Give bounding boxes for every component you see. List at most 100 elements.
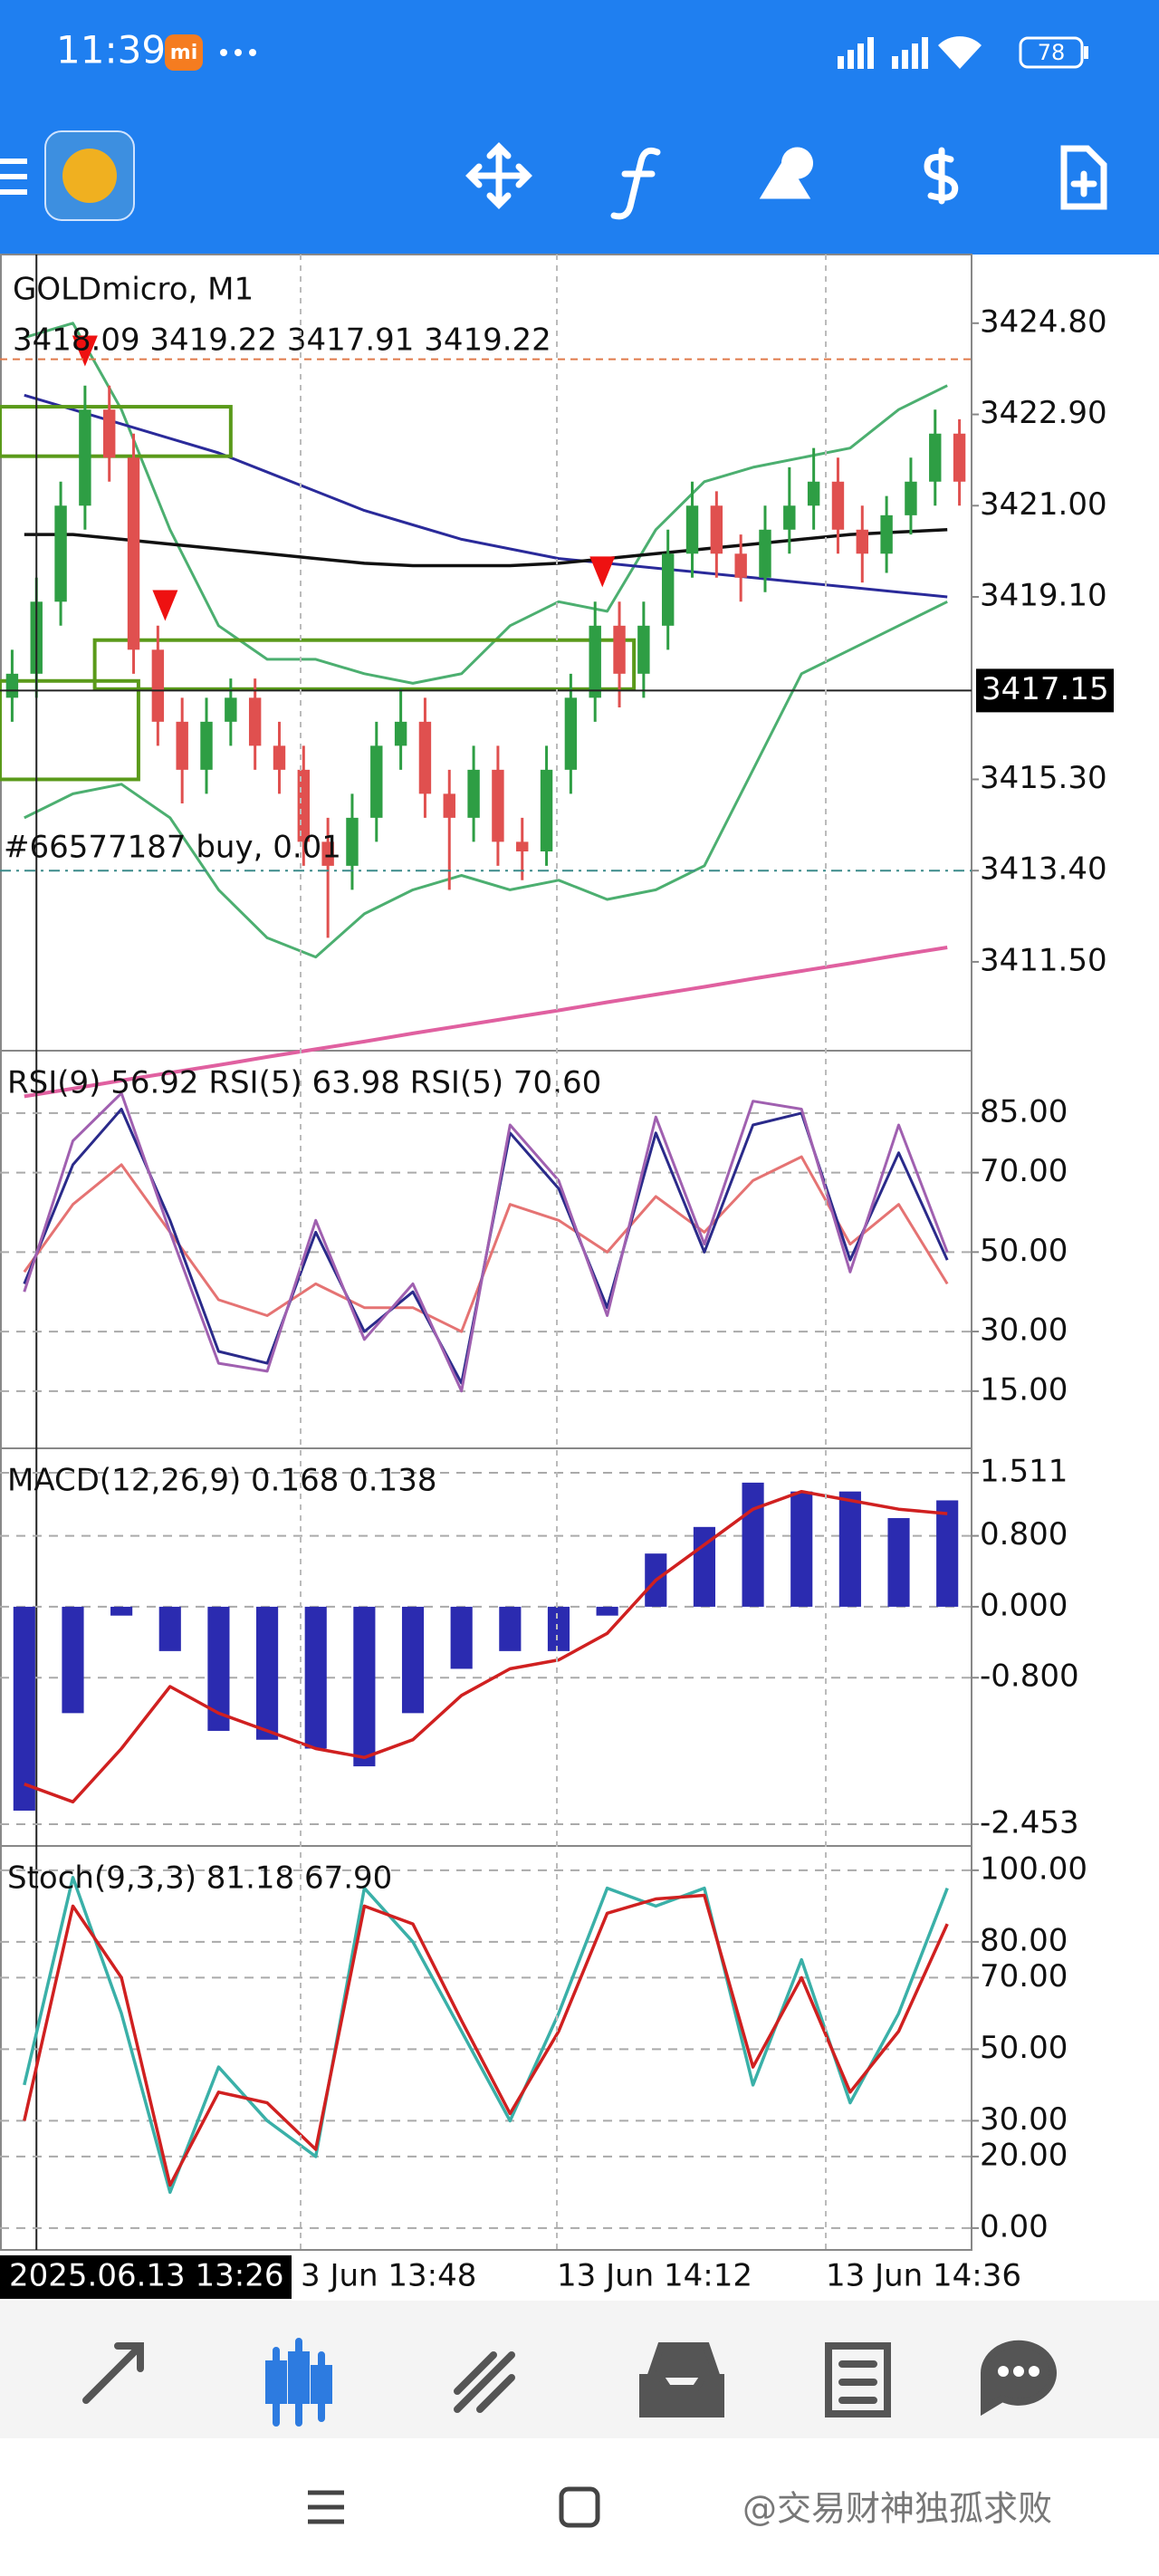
y-tick-label: 30.00 (980, 2101, 1068, 2138)
candle-body (225, 697, 237, 722)
candle-body (759, 529, 771, 578)
y-tick-label: 30.00 (980, 1312, 1068, 1349)
candle-body (176, 721, 188, 770)
candle-body (321, 841, 334, 866)
indicator-line (24, 393, 948, 599)
candle-body (540, 769, 553, 851)
candle-body (346, 817, 359, 866)
y-tick-label: 80.00 (980, 1922, 1068, 1958)
candle-body (905, 481, 917, 515)
candle-body (5, 673, 19, 698)
y-tick-label: 3424.80 (980, 303, 1107, 340)
y-tick-label: 3413.40 (980, 851, 1107, 888)
y-tick-label: 70.00 (980, 1958, 1068, 1994)
y-tick-label: 0.800 (980, 1516, 1068, 1552)
y-tick-label: 0.00 (980, 2208, 1049, 2244)
macd-bar (62, 1606, 84, 1714)
y-tick-label: 0.000 (980, 1587, 1068, 1623)
sys-home[interactable] (559, 2486, 600, 2528)
zone-box (92, 638, 637, 691)
logo-coin (62, 149, 117, 203)
indicator-tool[interactable] (610, 147, 661, 220)
trade-tool[interactable] (924, 147, 959, 205)
y-tick-label: -0.800 (980, 1658, 1079, 1695)
battery (1019, 36, 1084, 69)
macd-bar (742, 1482, 764, 1607)
menu-button[interactable] (0, 159, 27, 195)
nav-chart[interactable] (265, 2338, 332, 2427)
y-tick-label: 15.00 (980, 1371, 1068, 1408)
candle-body (929, 433, 942, 482)
macd-bar (353, 1606, 376, 1767)
candle-body (685, 505, 699, 554)
mi-glyph: mi (170, 42, 197, 64)
candle-body (516, 841, 529, 851)
candle-body (831, 481, 845, 530)
new-order-tool[interactable] (1060, 145, 1107, 210)
pane-label: RSI(9) 56.92 RSI(5) 63.98 RSI(5) 70.60 (7, 1065, 601, 1101)
candle-body (151, 649, 165, 722)
candle-body (54, 505, 67, 602)
sys-menu[interactable] (308, 2490, 344, 2524)
indicator-line (23, 1091, 949, 1393)
y-tick-label: 50.00 (980, 2030, 1068, 2066)
signal-arrow (72, 335, 98, 367)
nav-trade[interactable] (454, 2351, 515, 2413)
candle-body (492, 769, 504, 842)
y-tick-label: 3421.00 (980, 486, 1107, 523)
indicator-line (23, 1893, 949, 2187)
indicator-line (23, 1876, 949, 2195)
candle-body (589, 625, 601, 698)
cursor-time-box (0, 2255, 292, 2299)
current-price-box (976, 668, 1114, 713)
axes: 3424.80 3422.90 3421.00 3419.10 3415.30 3413.… (4, 272, 1114, 2244)
y-tick-label: 3415.30 (980, 760, 1107, 796)
signal-icons (838, 36, 982, 69)
y-tick-label: 85.00 (980, 1093, 1068, 1129)
nav-quotes[interactable] (82, 2342, 144, 2404)
candle-body (613, 625, 626, 674)
signal-arrow (152, 590, 178, 621)
candle-body (370, 745, 383, 818)
toolbar-icons (465, 142, 1107, 220)
indicator-line (23, 1155, 949, 1333)
macd-bar (450, 1606, 473, 1669)
candle-body (467, 769, 480, 818)
pane-label: Stoch(9,3,3) 81.18 67.90 (7, 1860, 392, 1897)
mi-icon (165, 34, 203, 71)
candle-body (127, 457, 140, 650)
candle-body (418, 721, 432, 794)
bottom-nav (0, 2301, 1159, 2438)
candle-body (394, 721, 407, 746)
objects-tool[interactable] (759, 147, 813, 199)
indicator-line (23, 1108, 949, 1385)
pane-label: MACD(12,26,9) 0.168 0.138 (7, 1463, 437, 1499)
candle-body (783, 505, 796, 530)
y-tick-label: 70.00 (980, 1153, 1068, 1189)
macd-bar (547, 1606, 570, 1651)
current-price-label: 3417.15 (982, 671, 1109, 707)
macd-bar (256, 1606, 279, 1740)
order-label: #66577187 buy, 0.01 (4, 830, 341, 866)
cursor-time: 2025.06.13 13:26 (9, 2258, 283, 2294)
macd-bar (158, 1606, 181, 1651)
crosshair-tool[interactable] (465, 142, 532, 209)
nav-news[interactable] (825, 2342, 891, 2417)
y-tick-label: 3411.50 (980, 942, 1107, 978)
indicator-line (24, 528, 948, 568)
dots (220, 49, 256, 56)
ohlc-label: 3418.09 3419.22 3417.91 3419.22 (13, 322, 551, 359)
macd-bar (13, 1606, 35, 1812)
time-label: 13 Jun 14:36 (826, 2258, 1021, 2294)
macd-bar (401, 1606, 425, 1714)
status-time: 11:39 (56, 28, 166, 72)
candle-body (661, 553, 675, 626)
y-tick-label: 100.00 (980, 1850, 1087, 1887)
macd-bar (936, 1500, 959, 1607)
zone-box (0, 678, 140, 782)
macd-bar (887, 1518, 910, 1607)
nav-history[interactable] (639, 2342, 724, 2417)
candle-body (273, 745, 286, 770)
nav-icons (82, 2338, 1057, 2427)
